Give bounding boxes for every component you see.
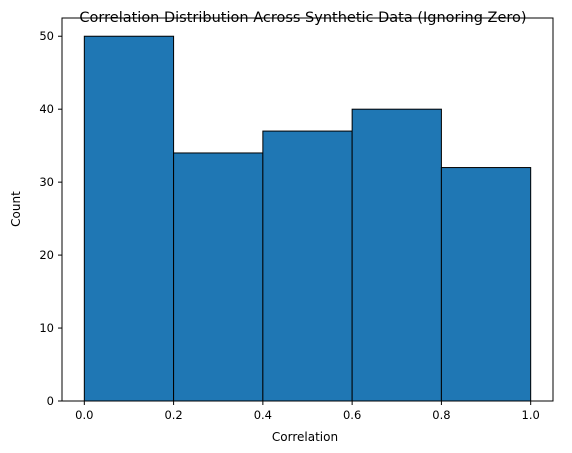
- histogram-bar-1: [83, 35, 175, 402]
- y-axis-ticks: 0 10 20 30 40 50: [39, 29, 62, 408]
- plot-frame: [61, 17, 554, 402]
- x-axis-ticks: 0.0 0.2 0.4 0.6 0.8 1.0: [75, 401, 540, 422]
- y-tick-label: 20: [39, 248, 54, 262]
- histogram-bar-5: [440, 167, 532, 402]
- y-tick-label: 40: [39, 102, 54, 116]
- x-tick-label: 0.4: [254, 408, 272, 422]
- x-tick-label: 0.8: [432, 408, 450, 422]
- x-tick-label: 0.2: [164, 408, 182, 422]
- x-axis-label: Correlation: [272, 430, 338, 444]
- bars-group: [83, 35, 532, 402]
- histogram-bar-4: [351, 108, 442, 402]
- histogram-bar-3: [262, 130, 353, 402]
- histogram-bar-2: [173, 152, 264, 402]
- y-tick-label: 30: [39, 175, 54, 189]
- y-tick-label: 50: [39, 29, 54, 43]
- x-tick-label: 0.6: [343, 408, 361, 422]
- x-tick-label: 1.0: [522, 408, 540, 422]
- y-axis-label: Count: [9, 191, 23, 227]
- y-tick-label: 0: [47, 394, 54, 408]
- x-tick-label: 0.0: [75, 408, 93, 422]
- y-tick-label: 10: [39, 321, 54, 335]
